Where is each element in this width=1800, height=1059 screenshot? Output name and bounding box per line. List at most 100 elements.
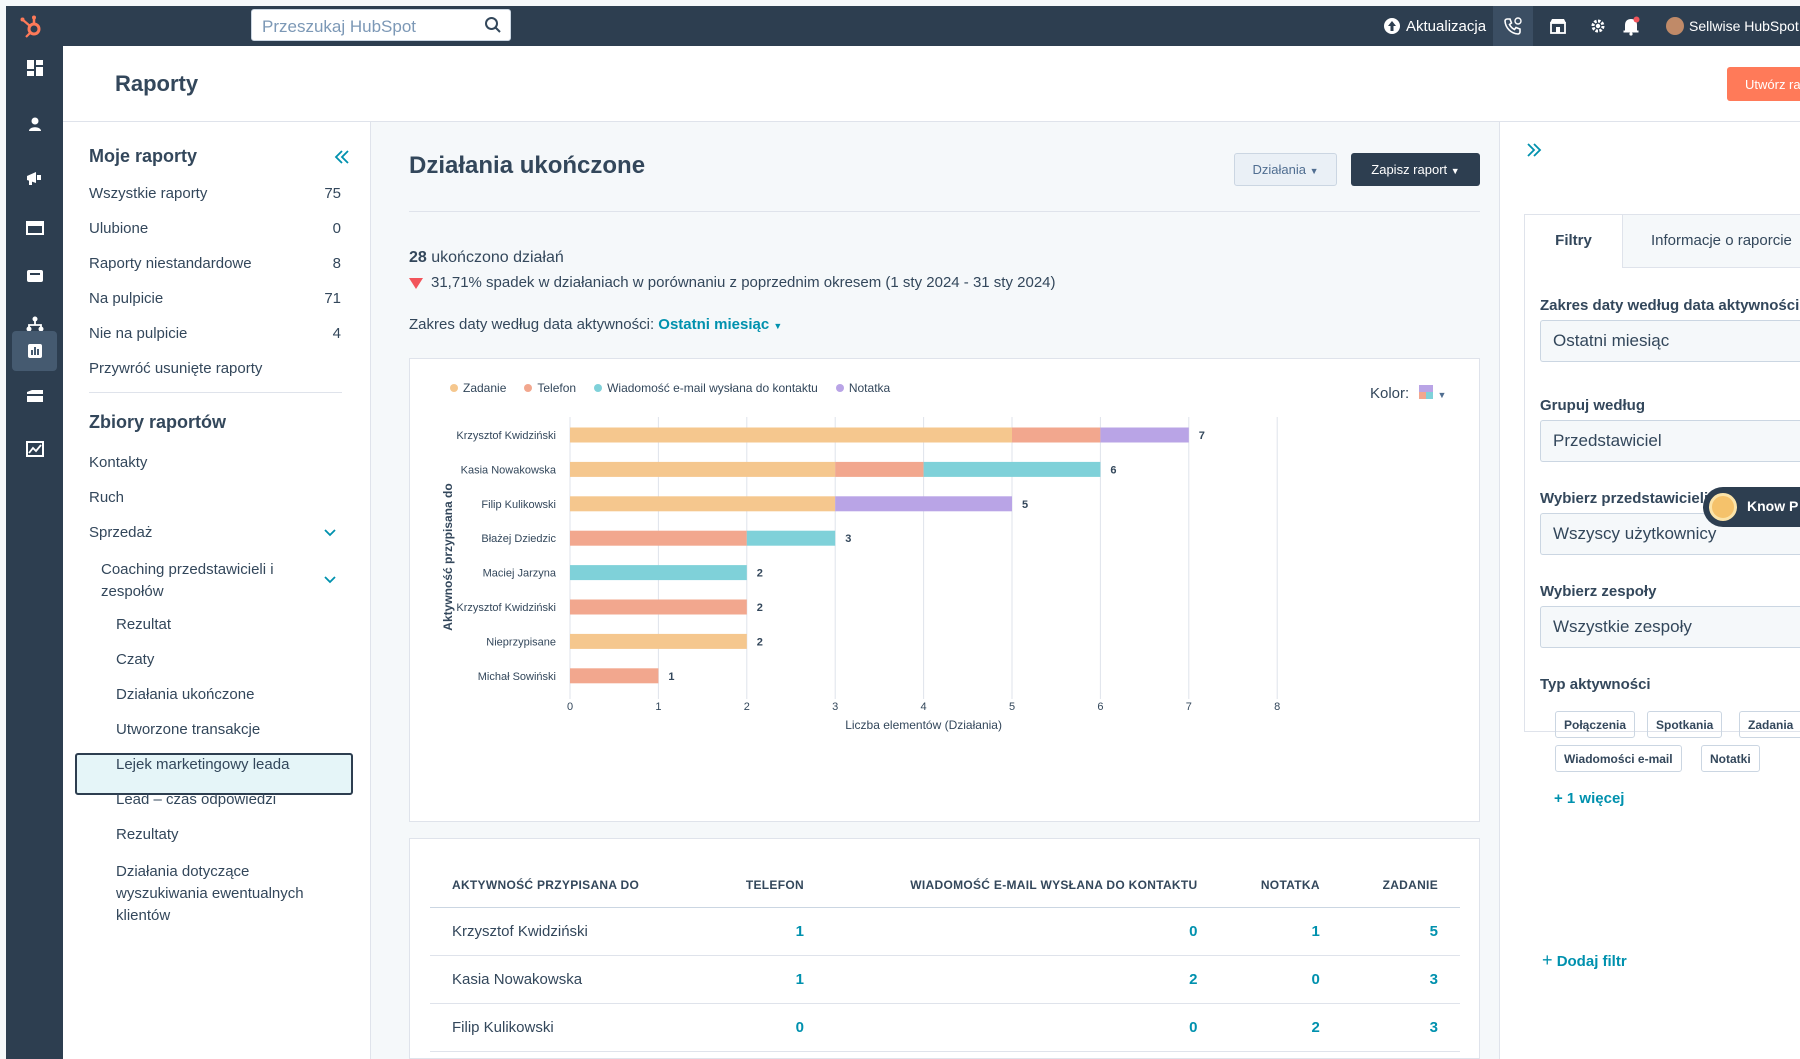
my-reports-title: Moje raporty xyxy=(89,146,198,166)
legend-item[interactable]: Telefon xyxy=(524,381,576,395)
calling-button[interactable] xyxy=(1493,6,1533,46)
table-cell-link[interactable]: 1 xyxy=(1219,907,1342,956)
date-range-dropdown[interactable]: Ostatni miesiąc ▼ xyxy=(658,316,783,333)
column-header[interactable]: WIADOMOŚĆ E-MAIL WYSŁANA DO KONTAKTU xyxy=(825,863,1220,908)
filter-label-teams: Wybierz zespoły xyxy=(1540,583,1657,600)
create-report-button[interactable]: Utwórz raport xyxy=(1727,67,1800,101)
image-chart-icon xyxy=(25,441,44,457)
chip-notes[interactable]: Notatki xyxy=(1701,745,1760,772)
marketplace-button[interactable] xyxy=(1541,6,1575,46)
table-cell-link[interactable]: 0 xyxy=(825,1003,1220,1052)
chip-emails[interactable]: Wiadomości e-mail xyxy=(1555,745,1682,772)
table-cell-link[interactable]: 2 xyxy=(825,955,1220,1004)
know-badge[interactable]: Know P xyxy=(1703,487,1800,527)
column-header[interactable]: NOTATKA xyxy=(1219,863,1342,908)
hubspot-logo-icon[interactable] xyxy=(18,14,44,40)
account-menu[interactable]: Sellwise HubSpot xyxy=(1666,6,1800,46)
teams-select[interactable]: Wszystkie zespoły xyxy=(1540,606,1800,648)
panel-chevron-icon[interactable] xyxy=(1524,122,1525,123)
chip-meetings[interactable]: Spotkania xyxy=(1647,711,1723,738)
legend-item[interactable]: Zadanie xyxy=(450,381,506,395)
table-cell-link[interactable]: 0 xyxy=(1219,955,1342,1004)
x-tick-label: 5 xyxy=(1009,701,1015,713)
table-row: Krzysztof Kwidziński 1 0 1 5 xyxy=(430,907,1460,956)
legend-item[interactable]: Wiadomość e-mail wysłana do kontaktu xyxy=(594,381,818,395)
actions-dropdown[interactable]: Działania ▼ xyxy=(1234,153,1337,186)
save-report-button[interactable]: Zapisz raport ▼ xyxy=(1351,153,1480,186)
search-icon[interactable] xyxy=(484,16,502,34)
table-cell-link[interactable]: 3 xyxy=(1341,1003,1460,1052)
count-badge: 75 xyxy=(324,185,341,202)
table-cell-link[interactable]: 3 xyxy=(1341,955,1460,1004)
sidebar-item-coaching[interactable]: Coaching przedstawicieli i zespołów xyxy=(101,559,341,603)
sidebar-item-sales[interactable]: Sprzedaż xyxy=(89,524,341,541)
sidebar-item-restore-deleted[interactable]: Przywróć usunięte raporty xyxy=(89,360,263,377)
table-cell: Krzysztof Kwidziński xyxy=(430,907,705,956)
table-cell-link[interactable]: 0 xyxy=(704,1003,826,1052)
sidebar-item-on-dashboard[interactable]: Na pulpicie 71 xyxy=(89,290,341,307)
sidebar-item-not-on-dashboard[interactable]: Nie na pulpicie 4 xyxy=(89,325,341,342)
upgrade-button[interactable]: Aktualizacja xyxy=(1383,6,1486,46)
sidebar-item-completed-activities[interactable]: Działania ukończone xyxy=(116,686,255,703)
rail-contacts[interactable] xyxy=(6,104,63,144)
chevron-down-icon[interactable] xyxy=(323,528,337,538)
legend-item[interactable]: Notatka xyxy=(835,381,890,395)
table-cell-link[interactable]: 2 xyxy=(1219,1003,1342,1052)
data-table: AKTYWNOŚĆ PRZYPISANA DO TELEFON WIADOMOŚ… xyxy=(430,863,1460,1052)
rail-service[interactable] xyxy=(6,256,63,296)
group-by-select[interactable]: Przedstawiciel xyxy=(1540,420,1800,462)
table-cell-link[interactable]: 1 xyxy=(704,907,826,956)
bar-segment xyxy=(835,461,924,477)
collapse-sidebar-icon[interactable] xyxy=(333,148,351,166)
chip-calls[interactable]: Połączenia xyxy=(1555,711,1636,738)
rail-marketing[interactable] xyxy=(6,158,63,198)
sidebar-item-custom-reports[interactable]: Raporty niestandardowe 8 xyxy=(89,255,341,272)
sidebar-item-created-deals[interactable]: Utworzone transakcje xyxy=(116,721,261,738)
rail-reports[interactable] xyxy=(12,331,57,371)
table-cell-link[interactable]: 0 xyxy=(825,907,1220,956)
sidebar-item-traffic[interactable]: Ruch xyxy=(89,489,125,506)
coin-icon xyxy=(1709,493,1737,521)
table-cell-link[interactable]: 5 xyxy=(1341,907,1460,956)
sidebar-item-lead-response[interactable]: Lead – czas odpowiedzi xyxy=(116,791,277,808)
search-input[interactable]: Przeszukaj HubSpot xyxy=(262,17,417,36)
sidebar-item-prospecting[interactable]: Działania dotyczące wyszukiwania ewentua… xyxy=(116,863,304,924)
y-tick-label: Krzysztof Kwidziński xyxy=(456,430,556,442)
settings-button[interactable] xyxy=(1583,6,1613,46)
sidebar-item-chats[interactable]: Czaty xyxy=(116,651,155,668)
chevrons-right-icon[interactable] xyxy=(1523,123,1543,143)
rail-dashboard[interactable] xyxy=(6,48,63,88)
column-header[interactable]: ZADANIE xyxy=(1341,863,1460,908)
tab-filters[interactable]: Filtry xyxy=(1525,215,1623,268)
chip-tasks[interactable]: Zadania xyxy=(1739,711,1800,738)
folder-icon xyxy=(26,390,43,402)
show-more-link[interactable]: + 1 więcej xyxy=(1554,790,1625,807)
column-header[interactable]: AKTYWNOŚĆ PRZYPISANA DO xyxy=(430,863,705,908)
color-picker[interactable]: Kolor: ▼ xyxy=(1370,385,1447,402)
column-header[interactable]: TELEFON xyxy=(704,863,826,908)
sidebar-item-all-reports[interactable]: Wszystkie raporty 75 xyxy=(89,185,341,202)
chevron-down-icon[interactable] xyxy=(323,575,337,585)
rail-content[interactable] xyxy=(6,208,63,248)
tab-report-info[interactable]: Informacje o raporcie xyxy=(1651,232,1792,249)
chevron-icon-right-panel[interactable] xyxy=(1524,124,1525,125)
avatar xyxy=(1666,17,1684,35)
date-range-select[interactable]: Ostatni miesiąc xyxy=(1540,320,1800,362)
summary-line: 28 ukończono działań xyxy=(409,249,564,267)
table-cell-link[interactable]: 1 xyxy=(704,955,826,1004)
rail-automation[interactable] xyxy=(6,304,63,344)
sidebar-item-results[interactable]: Rezultaty xyxy=(116,826,179,843)
add-filter-button[interactable]: + Dodaj filtr xyxy=(1542,950,1627,970)
table-header-row: AKTYWNOŚĆ PRZYPISANA DO TELEFON WIADOMOŚ… xyxy=(430,863,1460,908)
rail-analytics[interactable] xyxy=(6,429,63,469)
chevrons-icon[interactable] xyxy=(1525,141,1543,159)
notifications-button[interactable] xyxy=(1616,6,1646,46)
sidebar-item-favorites[interactable]: Ulubione 0 xyxy=(89,220,341,237)
global-search[interactable]: Przeszukaj HubSpot xyxy=(251,9,511,41)
data-label: 2 xyxy=(757,568,763,580)
rail-library[interactable] xyxy=(6,376,63,416)
sidebar-item-contacts[interactable]: Kontakty xyxy=(89,454,148,471)
workflow-icon xyxy=(26,316,43,332)
sidebar-item-lead-funnel[interactable]: Lejek marketingowy leada xyxy=(116,756,290,773)
sidebar-item-result[interactable]: Rezultat xyxy=(116,616,172,633)
